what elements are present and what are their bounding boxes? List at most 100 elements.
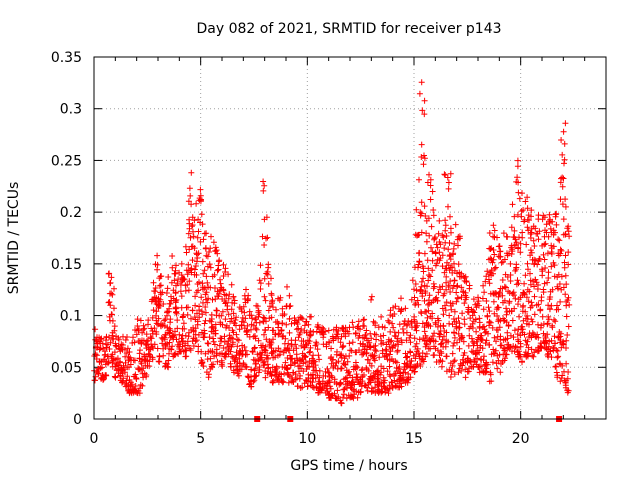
data-point (149, 356, 156, 363)
data-point (298, 357, 305, 364)
data-point (198, 211, 205, 218)
data-point (564, 332, 571, 338)
data-point (214, 250, 221, 257)
data-point (359, 351, 366, 358)
data-point (530, 237, 537, 244)
data-point (419, 350, 426, 357)
data-point (134, 390, 141, 397)
data-point (494, 234, 500, 241)
data-point (564, 387, 571, 394)
data-point (134, 323, 141, 329)
data-point (213, 346, 220, 353)
data-point (150, 279, 157, 286)
data-point (292, 376, 299, 383)
data-point (562, 120, 569, 127)
data-point (443, 265, 450, 272)
data-point (421, 152, 427, 159)
data-point (212, 285, 218, 291)
data-point (442, 227, 449, 234)
data-point (517, 340, 524, 347)
data-point (433, 260, 440, 267)
data-point (204, 356, 211, 363)
data-point (544, 250, 551, 257)
data-point (535, 236, 542, 243)
data-point (279, 333, 286, 340)
data-point (492, 264, 499, 271)
data-point (196, 303, 203, 310)
data-point (346, 352, 353, 359)
data-point (205, 295, 212, 302)
data-point (262, 374, 269, 381)
data-point (218, 361, 225, 368)
data-point (392, 303, 399, 310)
x-tick-label: 0 (90, 431, 99, 447)
data-point (470, 296, 477, 303)
data-point (132, 357, 138, 364)
data-point (517, 249, 524, 256)
data-point (436, 217, 443, 224)
data-point (275, 352, 281, 359)
x-tick-label: 5 (196, 431, 205, 447)
data-point (156, 353, 163, 360)
data-point (525, 344, 532, 351)
data-point (248, 326, 254, 333)
data-point (489, 324, 496, 331)
data-point (542, 265, 549, 271)
data-point (451, 277, 458, 284)
data-point (381, 324, 388, 331)
data-point (544, 279, 551, 286)
data-point (156, 282, 163, 289)
data-point (373, 336, 380, 343)
data-point (561, 160, 567, 167)
data-point (241, 309, 248, 316)
data-point (169, 264, 176, 271)
data-point (187, 347, 194, 354)
data-point (394, 338, 401, 345)
data-point (375, 367, 381, 374)
data-point (411, 335, 418, 342)
data-point (554, 354, 561, 361)
data-point (215, 258, 222, 265)
data-point (490, 298, 497, 305)
data-point (500, 230, 507, 237)
data-point (165, 364, 172, 371)
data-point (485, 304, 492, 311)
data-point (157, 282, 164, 289)
data-point (403, 329, 410, 336)
y-tick-label: 0.1 (60, 309, 82, 325)
data-point (513, 239, 520, 246)
data-point (449, 362, 456, 369)
data-point (368, 388, 375, 395)
data-point (256, 277, 263, 284)
data-point (233, 314, 240, 321)
data-point (214, 267, 221, 274)
data-point (143, 331, 150, 338)
data-point (411, 313, 418, 320)
data-point (231, 358, 238, 365)
data-point (438, 350, 445, 357)
data-point (201, 330, 208, 337)
data-point (103, 341, 110, 348)
data-point (545, 269, 552, 276)
data-point (424, 179, 431, 186)
data-point (210, 335, 217, 342)
data-point (562, 196, 569, 203)
data-point (267, 371, 273, 378)
data-point (161, 334, 168, 341)
data-point (196, 314, 203, 321)
data-point (425, 265, 432, 272)
data-point (407, 374, 414, 381)
data-point (227, 348, 234, 355)
data-point (201, 230, 208, 237)
data-point (562, 203, 569, 210)
data-point (230, 293, 237, 300)
data-point (286, 303, 293, 310)
data-point (287, 361, 294, 368)
data-point (419, 263, 426, 270)
data-point (559, 151, 566, 158)
data-point (559, 174, 566, 181)
data-point (511, 292, 517, 299)
data-point (407, 339, 414, 346)
data-point (475, 294, 481, 301)
data-point (507, 278, 514, 284)
